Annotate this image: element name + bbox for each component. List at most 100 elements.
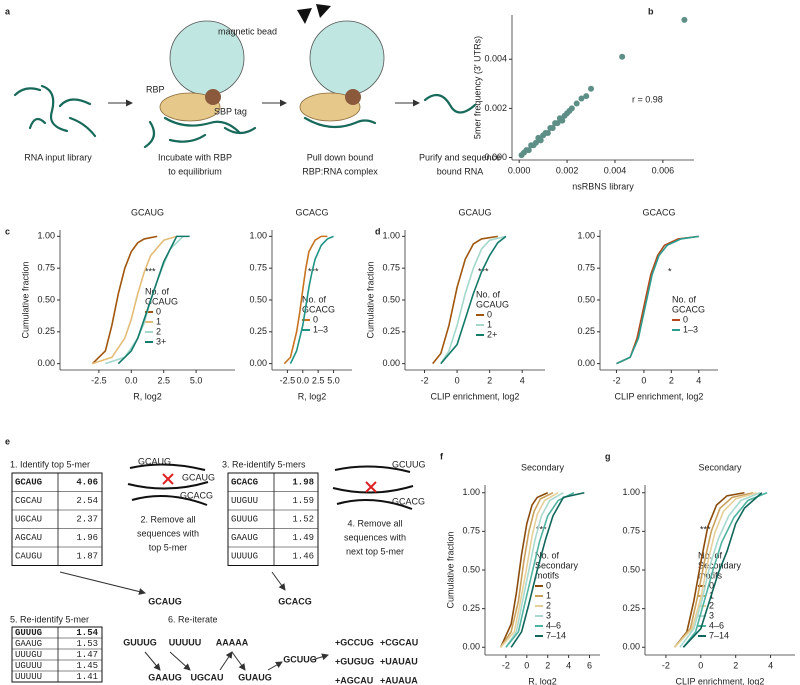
table-border xyxy=(11,626,103,683)
table-kmer: GAAUG xyxy=(15,639,42,649)
flow-kmer: UUUUU xyxy=(169,637,202,647)
point xyxy=(554,120,561,127)
step-text: 1. Identify top 5-mer xyxy=(10,459,90,469)
legend-title: GCACG xyxy=(302,304,335,314)
bead-label: magnetic bead xyxy=(218,26,277,36)
cdf-line xyxy=(616,235,699,365)
point xyxy=(578,95,585,102)
flow-kmer: GAAUG xyxy=(148,672,182,682)
table-score: 1.53 xyxy=(76,639,98,649)
x-tick-label: 0 xyxy=(641,375,646,385)
x-tick-label: 2 xyxy=(733,660,738,670)
cdf-line xyxy=(500,492,554,648)
cdf-line xyxy=(289,235,334,364)
result-kmer: +GUGUG xyxy=(335,656,374,666)
panel-letter: d xyxy=(375,226,381,236)
table-kmer: UUUUU xyxy=(15,672,42,682)
legend-title: No. of xyxy=(672,294,697,304)
table-score: 4.06 xyxy=(76,478,98,488)
legend-label: 2 xyxy=(709,600,714,610)
legend-label: 2 xyxy=(546,600,551,610)
x-tick-label: -2 xyxy=(421,375,429,385)
legend-label: 3 xyxy=(546,610,551,620)
result-kmer: GCACG xyxy=(278,596,312,606)
cdf-line xyxy=(682,491,768,648)
cdf-line xyxy=(499,491,549,648)
chart-title: GCACG xyxy=(295,207,328,217)
panel-letter: c xyxy=(5,226,10,236)
y-tick-label: 0.50 xyxy=(249,294,267,304)
y-tick-label: 1.00 xyxy=(37,231,55,241)
x-axis-label: CLIP enrichment, log2 xyxy=(615,391,704,401)
y-axis-label: 5mer frequency (3′ UTRs) xyxy=(472,36,482,139)
x-axis-label: nsRBNS library xyxy=(572,181,634,191)
table-border xyxy=(227,472,319,566)
y-tick-label: 0.75 xyxy=(249,263,267,273)
table-score: 2.37 xyxy=(76,515,98,525)
legend-title: No. of xyxy=(535,550,560,560)
x-tick-label: 0.004 xyxy=(604,165,627,175)
legend-title: GCAUG xyxy=(145,296,178,306)
y-tick-label: 0.00 xyxy=(382,358,400,368)
legend-label: 4–6 xyxy=(709,620,724,630)
table-kmer: UUUGU xyxy=(15,650,42,660)
point xyxy=(588,85,595,92)
y-tick-label: 0.50 xyxy=(37,294,55,304)
x-tick-label: 0.006 xyxy=(652,165,675,175)
table-kmer: AGCAU xyxy=(15,533,42,543)
result-kmer: +CGCAU xyxy=(380,637,418,647)
legend-label: 3+ xyxy=(156,336,166,346)
table-score: 1.54 xyxy=(76,628,98,638)
legend-title: No. of xyxy=(476,289,501,299)
cdf-line xyxy=(92,235,177,365)
y-tick-label: 0.002 xyxy=(484,103,507,113)
annotation: r = 0.98 xyxy=(632,94,663,104)
result-kmer: +AGCAU xyxy=(335,675,373,685)
x-tick-label: 4 xyxy=(696,375,701,385)
flow-kmer: GUUUG xyxy=(123,637,157,647)
cdf-line xyxy=(505,492,575,648)
strand-label: GCACG xyxy=(180,490,213,500)
step-caption: bound RNA xyxy=(437,166,484,176)
table-kmer: GUUUG xyxy=(231,515,258,525)
x-tick-label: 2.5 xyxy=(312,375,325,385)
annotation: *** xyxy=(145,266,156,276)
y-tick-label: 1.00 xyxy=(249,231,267,241)
legend-title: GCAUG xyxy=(476,299,509,309)
y-tick-label: 1.00 xyxy=(577,231,595,241)
y-tick-label: 0.00 xyxy=(577,358,595,368)
strand-label: GCUUG xyxy=(392,459,426,469)
step-caption: to equilibrium xyxy=(168,166,222,176)
point xyxy=(532,139,539,146)
legend-label: 3 xyxy=(709,610,714,620)
y-axis-label: Cumulative fraction xyxy=(20,261,30,338)
x-tick-label: 0.0 xyxy=(297,375,310,385)
legend-label: 1–3 xyxy=(683,324,698,334)
x-tick-label: -2 xyxy=(612,375,620,385)
legend-label: 0 xyxy=(487,309,492,319)
table-score: 1.52 xyxy=(292,515,314,525)
annotation: *** xyxy=(700,524,711,534)
x-tick-label: 4 xyxy=(520,375,525,385)
table-kmer: UUUUG xyxy=(231,552,258,562)
legend-label: 0 xyxy=(546,580,551,590)
table-kmer: CAUGU xyxy=(15,552,42,562)
table-score: 1.96 xyxy=(76,533,98,543)
y-tick-label: 0.25 xyxy=(577,326,595,336)
cdf-line xyxy=(674,491,745,648)
y-axis-label: Cumulative fraction xyxy=(365,261,375,338)
legend-label: 7–14 xyxy=(709,630,729,640)
legend-title: motifs xyxy=(535,570,560,580)
x-tick-label: 2 xyxy=(545,660,550,670)
table-score: 2.54 xyxy=(76,496,98,506)
annotation: * xyxy=(668,266,672,276)
cdf-line xyxy=(510,491,585,648)
flow-kmer: AAAAA xyxy=(216,637,249,647)
table-score: 1.49 xyxy=(292,533,314,543)
table-kmer: CGCAU xyxy=(15,496,42,506)
table-kmer: UUGUU xyxy=(231,496,258,506)
cdf-line xyxy=(440,235,507,365)
cdf-line xyxy=(674,491,754,648)
y-tick-label: 0.50 xyxy=(382,294,400,304)
point xyxy=(549,125,556,132)
